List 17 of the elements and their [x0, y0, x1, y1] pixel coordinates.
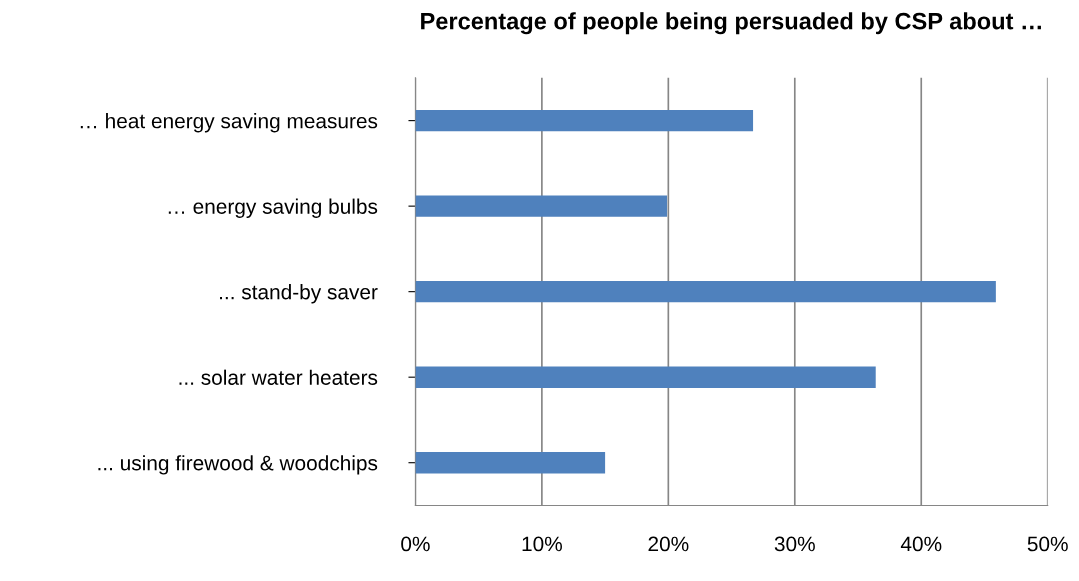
bar: [415, 280, 996, 303]
x-tick-label: 0%: [401, 536, 430, 552]
x-tick-label: 50%: [1027, 536, 1068, 552]
y-tick-label: … energy saving bulbs: [168, 198, 378, 219]
bar: [415, 109, 754, 132]
bar: [415, 195, 668, 217]
bar: [415, 366, 876, 388]
bar: [415, 452, 606, 474]
y-tick-label: ... stand-by saver: [220, 284, 378, 304]
chart-title: Percentage of people being persuaded by CSP about …: [421, 12, 1041, 35]
x-tick-label: 10%: [522, 536, 562, 552]
y-tick-label: ... solar water heaters: [179, 369, 378, 385]
x-tick-label: 30%: [774, 536, 815, 552]
y-tick-label: ... using firewood & woodchips: [98, 455, 378, 475]
y-tick-label: … heat energy saving measures: [80, 113, 378, 133]
x-tick-label: 20%: [648, 536, 689, 552]
x-tick-label: 40%: [900, 536, 942, 552]
